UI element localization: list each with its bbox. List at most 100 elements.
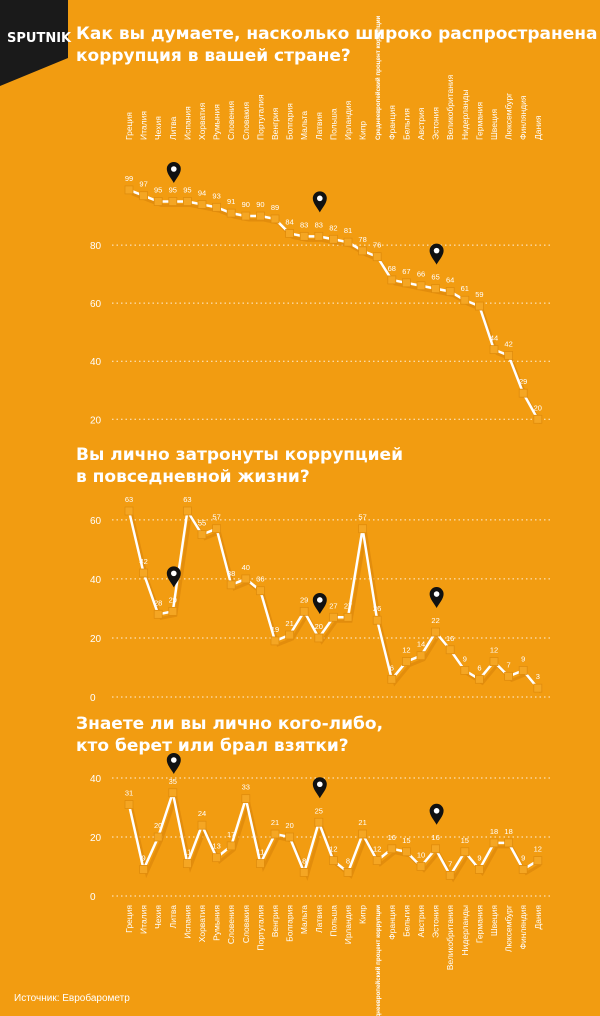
- chart3-title-line2: кто берет или брал взятки?: [76, 736, 349, 756]
- data-label: 84: [285, 217, 293, 226]
- category-label: Люксембург: [504, 93, 514, 140]
- data-point: [518, 666, 528, 675]
- data-label: 20: [315, 622, 323, 631]
- data-label: 19: [271, 625, 279, 634]
- location-pin-icon: [166, 162, 181, 183]
- data-label: 18: [504, 827, 512, 836]
- category-label: Эстония: [431, 905, 441, 938]
- data-point: [533, 414, 543, 424]
- data-point: [372, 252, 382, 262]
- data-point: [255, 586, 265, 596]
- data-label: 90: [242, 200, 250, 209]
- data-point: [387, 674, 397, 684]
- data-point: [401, 657, 411, 666]
- data-point: [343, 612, 353, 622]
- category-label: Германия: [474, 905, 484, 944]
- data-point: [226, 208, 236, 218]
- category-label: Швеция: [489, 108, 499, 140]
- data-label: 12: [402, 646, 410, 655]
- category-label: Дания: [533, 905, 543, 930]
- y-tick-label: 80: [90, 241, 102, 252]
- category-label: Чехия: [153, 116, 163, 140]
- data-label: 38: [227, 569, 235, 578]
- data-point: [416, 651, 426, 661]
- category-label: Португалия: [255, 94, 265, 140]
- chart1-title: Как вы думаете, насколько широко распрос…: [76, 23, 598, 67]
- data-point: [197, 820, 207, 830]
- category-label: Хорватия: [197, 102, 207, 140]
- y-tick-label: 60: [90, 299, 102, 310]
- data-point: [518, 865, 528, 874]
- location-pin-icon: [429, 243, 444, 265]
- chart2-title-line2: в повседневной жизни?: [76, 467, 310, 487]
- data-label: 57: [212, 513, 220, 522]
- category-label: Румыния: [212, 905, 222, 941]
- data-point: [504, 838, 514, 848]
- data-point: [314, 231, 324, 241]
- data-point: [226, 580, 236, 590]
- y-tick-label: 40: [90, 575, 102, 586]
- chart3-title-line1: Знаете ли вы лично кого-либо,: [76, 714, 384, 734]
- data-label: 13: [212, 842, 220, 851]
- location-pin-icon: [166, 753, 181, 774]
- data-label: 27: [344, 601, 352, 610]
- data-label: 12: [490, 646, 498, 655]
- data-point: [212, 524, 222, 534]
- category-label: Польша: [328, 905, 338, 937]
- data-point: [358, 524, 368, 534]
- category-label: Эстония: [431, 107, 441, 140]
- category-label: Кипр: [358, 121, 368, 140]
- chart-know-bribe-taker: 0 20 40 31 9 20 35 11 24 13 17 33 11 21 20 8 25 12 8 21 12 16…: [90, 753, 550, 1016]
- data-point: [328, 856, 338, 865]
- category-label: Греция: [124, 112, 134, 140]
- category-label: Бельгия: [401, 905, 411, 937]
- data-label: 3: [536, 672, 540, 681]
- data-point: [431, 627, 441, 637]
- data-label: 99: [125, 174, 133, 183]
- data-label: 33: [242, 783, 250, 792]
- chart3-title: Знаете ли вы лично кого-либо, кто берет …: [76, 713, 383, 757]
- data-point: [474, 301, 484, 311]
- data-point: [445, 870, 455, 880]
- data-point: [460, 847, 470, 857]
- data-point: [124, 506, 134, 516]
- category-label: Словения: [226, 100, 236, 140]
- data-point: [255, 211, 265, 221]
- data-label: 12: [534, 845, 542, 854]
- data-label: 83: [315, 220, 323, 229]
- data-point: [460, 666, 470, 675]
- category-label: Польша: [328, 108, 338, 140]
- data-label: 9: [142, 853, 146, 862]
- data-point: [328, 234, 338, 244]
- location-pin-icon: [166, 566, 181, 588]
- y-tick-label: 40: [90, 774, 102, 785]
- data-point: [504, 351, 514, 360]
- data-label: 66: [417, 270, 425, 279]
- data-label: 42: [139, 557, 147, 566]
- series-line: [127, 509, 539, 689]
- category-label: Чехия: [153, 905, 163, 929]
- category-label: Нидерланды: [460, 90, 470, 140]
- category-label: Великобритания: [445, 905, 455, 971]
- data-label: 6: [390, 663, 394, 672]
- category-label: Великобритания: [445, 74, 455, 140]
- data-point: [460, 295, 470, 305]
- data-point: [226, 841, 236, 851]
- data-label: 61: [461, 284, 469, 293]
- data-point: [431, 844, 441, 854]
- data-label: 7: [448, 859, 452, 868]
- location-pin-icon: [312, 777, 327, 799]
- category-label: Мальта: [299, 111, 309, 140]
- data-label: 6: [477, 663, 481, 672]
- data-point: [314, 817, 324, 827]
- category-label: Румыния: [212, 104, 222, 140]
- data-label: 18: [490, 827, 498, 836]
- data-point: [241, 574, 251, 584]
- data-label: 29: [169, 595, 177, 604]
- category-label: Австрия: [416, 905, 426, 938]
- data-label: 97: [139, 180, 147, 189]
- data-label: 9: [521, 654, 525, 663]
- data-point: [504, 671, 514, 681]
- category-label: Венгрия: [270, 905, 280, 938]
